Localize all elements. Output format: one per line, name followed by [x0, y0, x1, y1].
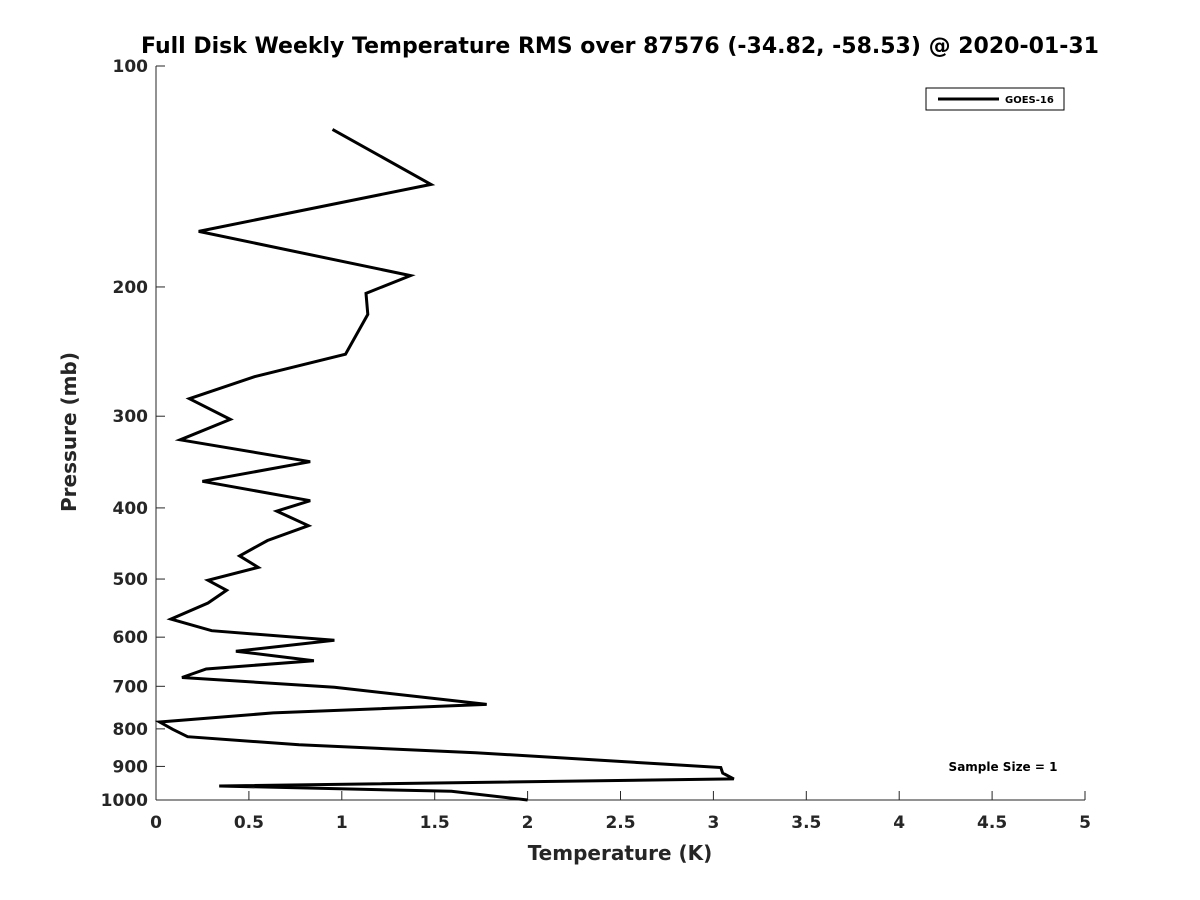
series-group	[154, 128, 735, 802]
x-tick-label: 1.5	[420, 813, 450, 833]
axes	[155, 66, 1085, 801]
y-tick-label: 800	[113, 720, 149, 740]
y-tick-label: 600	[113, 628, 149, 648]
x-tick-label: 3.5	[791, 813, 821, 833]
x-axis-label: Temperature (K)	[528, 841, 713, 865]
y-tick-label: 300	[113, 407, 149, 427]
y-tick-label: 400	[113, 499, 149, 519]
x-tick-label: 0	[150, 813, 162, 833]
legend-label: GOES-16	[1005, 95, 1054, 106]
chart-title: Full Disk Weekly Temperature RMS over 87…	[141, 34, 1099, 59]
y-ticks: 100 200 300 400 500 600 700 800 900 1000	[101, 57, 165, 811]
x-tick-label: 4.5	[977, 813, 1007, 833]
x-ticks: 0 0.5 1 1.5 2 2.5 3 3.5 4 4.5 5	[150, 791, 1091, 833]
sample-size-annotation: Sample Size = 1	[949, 760, 1058, 774]
x-tick-label: 2.5	[605, 813, 635, 833]
y-tick-label: 200	[113, 278, 149, 298]
x-tick-label: 4	[893, 813, 905, 833]
y-tick-label: 900	[113, 757, 149, 777]
x-tick-label: 1	[336, 813, 348, 833]
x-tick-label: 5	[1079, 813, 1091, 833]
y-tick-label: 1000	[101, 791, 148, 811]
x-tick-label: 3	[707, 813, 719, 833]
y-tick-label: 700	[113, 677, 149, 697]
series-line-goes16	[154, 128, 735, 802]
x-tick-label: 2	[522, 813, 534, 833]
x-tick-label: 0.5	[234, 813, 264, 833]
y-axis-label: Pressure (mb)	[57, 352, 81, 512]
y-tick-label: 100	[113, 57, 149, 77]
legend: GOES-16	[925, 87, 1065, 111]
y-tick-label: 500	[113, 570, 149, 590]
